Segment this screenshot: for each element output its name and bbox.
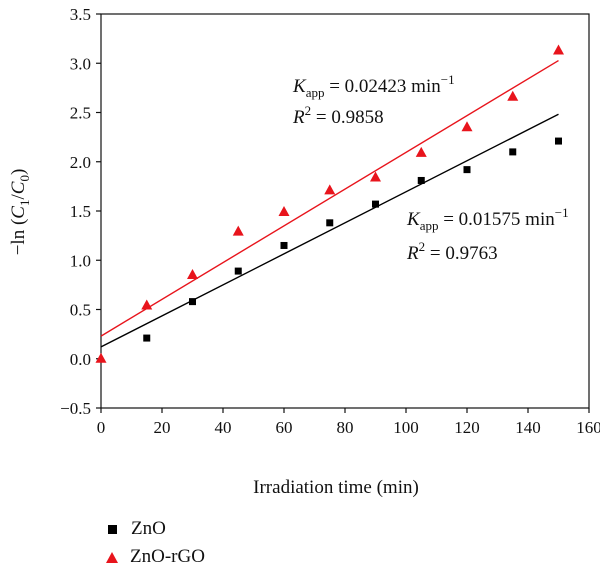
annotation-zno-rgo: Kapp = 0.02423 min−1 R2 = 0.9858 [292, 72, 455, 128]
data-point-zno-rgo [278, 205, 290, 216]
x-tick-label: 80 [337, 418, 354, 437]
data-point-zno-rgo [141, 299, 153, 310]
x-tick-label: 100 [393, 418, 419, 437]
data-points [95, 44, 564, 363]
y-tick-label: 3.5 [70, 5, 91, 24]
y-tick-label: −0.5 [60, 399, 91, 418]
annotation-r2-zno: R2 = 0.9763 [406, 239, 498, 264]
ticks: 0 20 40 60 80 100 120 140 160 −0.5 0.0 0.5 1.0 1.5 2.0… [60, 5, 600, 437]
y-tick-label: 0.0 [70, 350, 91, 369]
x-axis-title: Irradiation time (min) [253, 477, 419, 498]
fit-line-zno-rgo [100, 59, 559, 337]
data-point-zno [555, 137, 562, 145]
y-tick-label: 0.5 [70, 301, 91, 320]
data-point-zno-rgo [415, 146, 427, 157]
x-tick-label: 60 [276, 418, 293, 437]
data-point-zno [417, 176, 425, 184]
y-tick-label: 2.0 [70, 153, 91, 172]
x-tick-label: 160 [576, 418, 600, 437]
x-tick-label: 40 [215, 418, 232, 437]
y-tick-label: 1.5 [70, 202, 91, 221]
y-axis-title: −ln (C1/C0) [8, 169, 32, 256]
data-point-zno [280, 241, 288, 249]
data-point-zno [326, 219, 334, 227]
data-point-zno-rgo [507, 90, 519, 101]
y-tick-label: 3.0 [70, 54, 91, 73]
data-point-zno-rgo [187, 269, 198, 280]
y-tick-label: 2.5 [70, 104, 91, 123]
annotation-k-zno-rgo: Kapp = 0.02423 min−1 [292, 72, 455, 100]
y-tick-label: 1.0 [70, 251, 91, 270]
fit-line-zno [100, 113, 559, 348]
data-point-zno [372, 200, 379, 208]
annotation-r2-zno-rgo: R2 = 0.9858 [292, 103, 384, 128]
data-point-zno [143, 334, 151, 342]
fit-lines [100, 59, 559, 348]
annotation-k-zno: Kapp = 0.01575 min−1 [406, 205, 569, 233]
data-point-zno-rgo [370, 171, 381, 182]
data-point-zno-rgo [461, 121, 473, 132]
data-point-zno-rgo [95, 352, 107, 363]
data-point-zno-rgo [232, 225, 244, 236]
data-point-zno-rgo [553, 44, 564, 55]
data-point-zno [189, 298, 196, 306]
x-tick-label: 140 [515, 418, 541, 437]
data-point-zno [463, 166, 471, 174]
x-tick-label: 0 [97, 418, 106, 437]
data-point-zno [234, 267, 242, 275]
data-point-zno [509, 148, 517, 156]
x-tick-label: 20 [154, 418, 171, 437]
x-tick-label: 120 [454, 418, 480, 437]
data-point-zno-rgo [324, 184, 336, 195]
annotation-zno: Kapp = 0.01575 min−1 R2 = 0.9763 [406, 205, 569, 264]
